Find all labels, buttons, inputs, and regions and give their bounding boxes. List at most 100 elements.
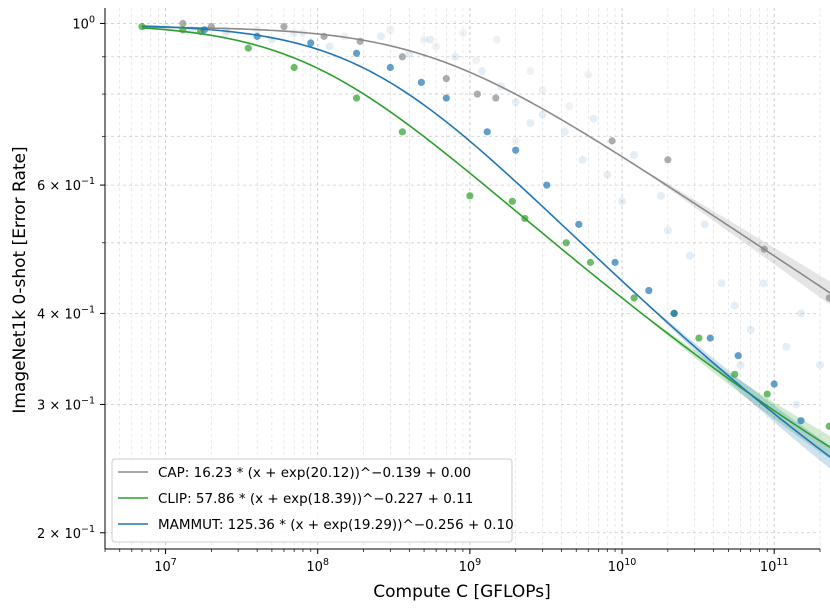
faint-point-mammut [686,251,695,260]
faint-point-cap [386,25,395,34]
faint-point-mammut [736,360,745,369]
legend-label-cap: CAP: 16.23 * (x + exp(20.12))^−0.139 + 0… [158,465,471,481]
x-axis-title: Compute C [GFLOPs] [373,582,550,602]
y-axis-title: ImageNet1k 0-shot [Error Rate] [10,146,30,413]
data-point-clip [630,294,638,302]
faint-point-cap [420,35,429,44]
faint-point-mammut [538,110,547,119]
data-point-clip [508,197,516,205]
data-point-cap [760,245,768,253]
faint-point-mammut [603,170,612,179]
faint-points [161,22,824,409]
data-point-cap [492,94,500,102]
faint-point-mammut [578,155,587,164]
faint-point-mammut [730,301,739,310]
faint-point-cap [584,70,593,79]
data-point-mammut [734,352,742,360]
data-point-clip [825,422,830,430]
data-point-mammut [352,49,361,57]
faint-point-mammut [618,197,627,206]
faint-point-mammut [290,29,299,38]
data-point-mammut [512,146,520,154]
data-point-mammut [611,258,619,266]
data-point-mammut [575,220,583,228]
fit-line-clip [141,27,830,449]
legend: CAP: 16.23 * (x + exp(20.12))^−0.139 + 0… [111,458,514,543]
tick-labels: 1071081091010101110121006 × 10−14 × 10−1… [37,14,789,575]
faint-point-mammut [511,98,520,107]
data-point-cap [664,156,672,164]
data-point-mammut [706,334,714,342]
data-point-cap [320,32,328,40]
faint-point-cap [565,102,574,111]
faint-point-mammut [589,114,598,123]
faint-point-cap [472,56,481,65]
x-tick-label: 109 [459,557,482,575]
data-point-clip [398,128,406,136]
faint-point-mammut [426,35,435,44]
faint-point-cap [538,86,547,95]
legend-frame [111,458,513,543]
data-point-clip [763,390,771,398]
faint-point-mammut [792,400,801,409]
faint-point-mammut [526,119,535,128]
data-point-mammut [797,417,805,425]
x-tick-label: 1011 [760,557,789,575]
faint-point-cap [511,136,520,145]
faint-point-mammut [796,309,805,318]
data-point-mammut [253,32,261,40]
data-point-mammut [483,128,491,136]
data-point-clip [352,94,361,102]
x-tick-label: 108 [306,557,329,575]
faint-point-mammut [656,191,665,200]
data-point-clip [562,239,570,247]
data-point-clip [290,63,298,72]
faint-point-mammut [451,52,460,61]
data-point-clip [244,44,252,52]
fit-line-mammut [141,25,830,458]
data-point-clip [179,26,187,34]
data-point-mammut [543,181,551,189]
data-point-cap [473,90,481,98]
data-point-cap [179,19,187,28]
faint-point-mammut [376,32,385,41]
data-point-cap [398,53,406,61]
fit-curves [141,25,830,458]
y-tick-label: 100 [72,14,95,32]
faint-point-cap [526,67,535,76]
data-point-mammut [417,78,425,87]
faint-point-mammut [560,127,569,136]
data-point-mammut [442,94,450,102]
faint-point-mammut [477,67,486,76]
data-point-clip [695,334,703,342]
y-tick-label: 6 × 10−1 [37,176,95,194]
faint-point-mammut [663,226,672,235]
data-point-clip [466,192,474,200]
faint-point-cap [458,29,467,38]
data-point-mammut [386,63,394,72]
faint-point-mammut [746,325,755,334]
data-point-cap [280,23,288,31]
faint-point-cap [340,32,349,41]
legend-label-clip: CLIP: 57.86 * (x + exp(18.39))^−0.227 + … [158,491,473,507]
data-point-cap [442,75,450,83]
data-point-cap [207,23,215,31]
data-point-mammut [670,309,678,318]
data-point-clip [521,214,529,223]
data-point-mammut [770,380,778,388]
axes [100,8,821,554]
faint-point-mammut [700,220,709,229]
y-tick-label: 2 × 10−1 [37,524,95,542]
faint-point-cap [432,42,441,51]
data-point-cap [608,137,616,145]
data-point-clip [138,23,146,31]
faint-point-mammut [630,150,639,159]
faint-point-mammut [816,360,824,369]
data-point-clip [586,258,595,266]
data-point-mammut [307,39,315,47]
faint-point-mammut [717,279,726,288]
y-tick-label: 4 × 10−1 [37,304,95,322]
data-point-mammut [200,26,208,34]
data-point-clip [731,370,739,378]
fit-line-cap [141,26,830,294]
